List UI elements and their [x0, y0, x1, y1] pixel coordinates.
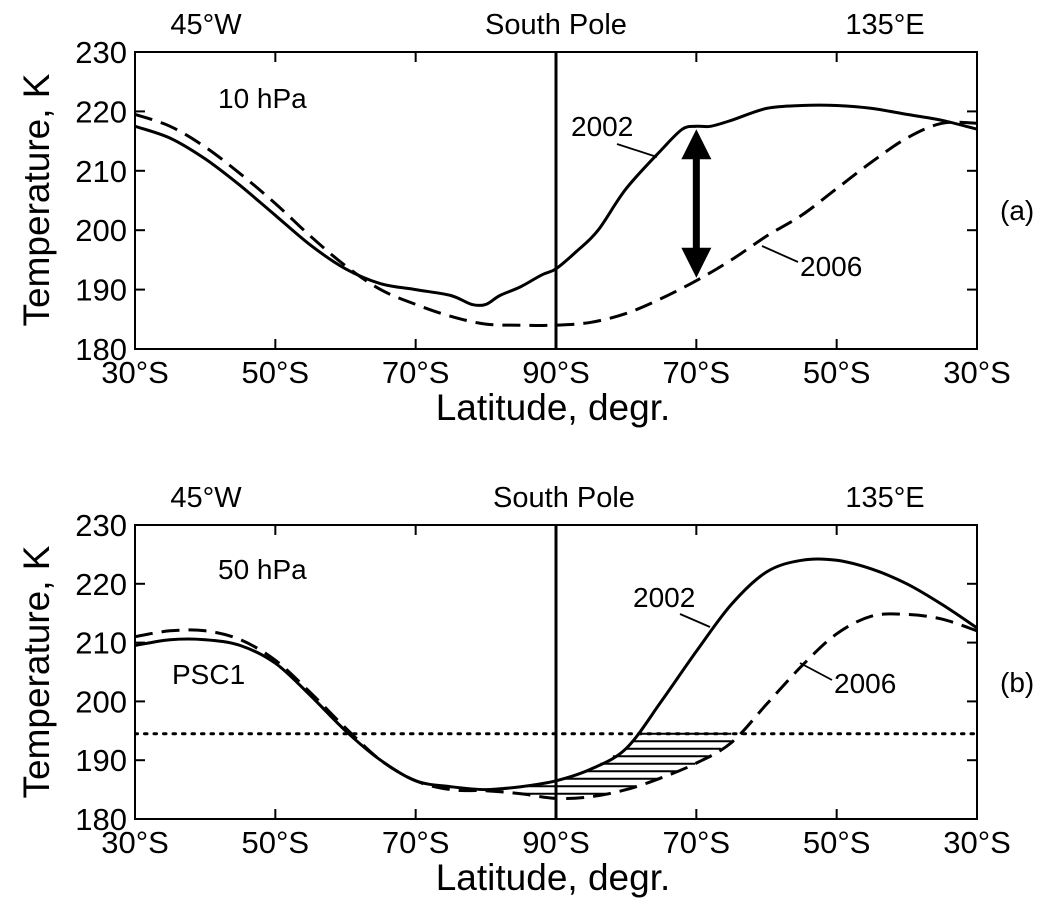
- x-tick-label: 30°S: [101, 355, 169, 390]
- y-tick-label: 190: [75, 743, 127, 778]
- x-axis-title-b: Latitude, degr.: [436, 857, 671, 898]
- y-tick-label: 200: [75, 213, 127, 248]
- y-axis-title-a: Temperature, K: [16, 73, 57, 326]
- leader-line-2002-a: [616, 143, 658, 158]
- pressure-annotation-b: 50 hPa: [218, 554, 307, 585]
- leader-line-2002-b: [679, 613, 711, 628]
- series-line-2006: [135, 112, 977, 327]
- top-label-left-b: 45°W: [170, 482, 242, 514]
- x-tick-label: 30°S: [101, 825, 169, 860]
- pressure-annotation-a: 10 hPa: [218, 83, 307, 114]
- ticks-a: 180 190 200 210 220 230 30°S 50°S 70°S 90°S 70°S 50…: [75, 35, 1011, 390]
- y-tick-label: 190: [75, 273, 127, 308]
- x-tick-label: 90°S: [522, 825, 590, 860]
- top-label-right-b: 135°E: [845, 482, 924, 514]
- arrow-head-down: [681, 247, 712, 278]
- x-tick-label: 70°S: [663, 825, 731, 860]
- series-label-2006-a: 2006: [800, 251, 862, 282]
- series-label-2002-b: 2002: [633, 582, 695, 613]
- top-label-center-a: South Pole: [485, 9, 627, 41]
- y-axis-title-b: Temperature, K: [16, 545, 57, 798]
- top-label-center-b: South Pole: [493, 482, 635, 514]
- y-tick-label: 180: [75, 802, 127, 837]
- y-tick-label: 230: [75, 508, 127, 543]
- y-tick-label: 230: [75, 35, 127, 70]
- leader-line-2006-b: [799, 662, 833, 681]
- top-label-left-a: 45°W: [170, 9, 242, 41]
- leader-line-2006-a: [761, 245, 799, 263]
- y-tick-label: 180: [75, 332, 127, 367]
- panel-b: 180 190 200 210 220 230 30°S 50°S 70°S 90°S 70°S 50…: [16, 482, 1034, 898]
- series-label-2002-a: 2002: [571, 111, 633, 142]
- psc1-label: PSC1: [172, 659, 245, 690]
- ticks-b: 180 190 200 210 220 230 30°S 50°S 70°S 90°S 70°S 50…: [75, 508, 1011, 860]
- panel-label-a: (a): [1000, 195, 1034, 226]
- x-tick-label: 50°S: [803, 825, 871, 860]
- x-tick-label: 50°S: [242, 825, 310, 860]
- y-tick-label: 200: [75, 684, 127, 719]
- x-tick-label: 50°S: [803, 355, 871, 390]
- panel-a: 180 190 200 210 220 230 30°S 50°S 70°S 90°S 70°S 50…: [16, 9, 1034, 428]
- difference-arrow: [681, 129, 712, 278]
- x-tick-label: 30°S: [943, 355, 1011, 390]
- x-tick-label: 30°S: [943, 825, 1011, 860]
- x-tick-label: 70°S: [382, 825, 450, 860]
- series-label-2006-b: 2006: [834, 668, 896, 699]
- x-tick-label: 50°S: [242, 355, 310, 390]
- x-tick-label: 70°S: [663, 355, 731, 390]
- y-tick-label: 220: [75, 94, 127, 129]
- x-tick-label: 90°S: [522, 355, 590, 390]
- hatched-region-b: [521, 732, 732, 795]
- arrow-head-up: [681, 129, 712, 160]
- x-axis-title-a: Latitude, degr.: [436, 387, 671, 428]
- y-tick-label: 210: [75, 626, 127, 661]
- y-tick-label: 220: [75, 567, 127, 602]
- x-tick-label: 70°S: [382, 355, 450, 390]
- top-label-right-a: 135°E: [845, 9, 924, 41]
- panel-label-b: (b): [1000, 667, 1034, 698]
- y-tick-label: 210: [75, 154, 127, 189]
